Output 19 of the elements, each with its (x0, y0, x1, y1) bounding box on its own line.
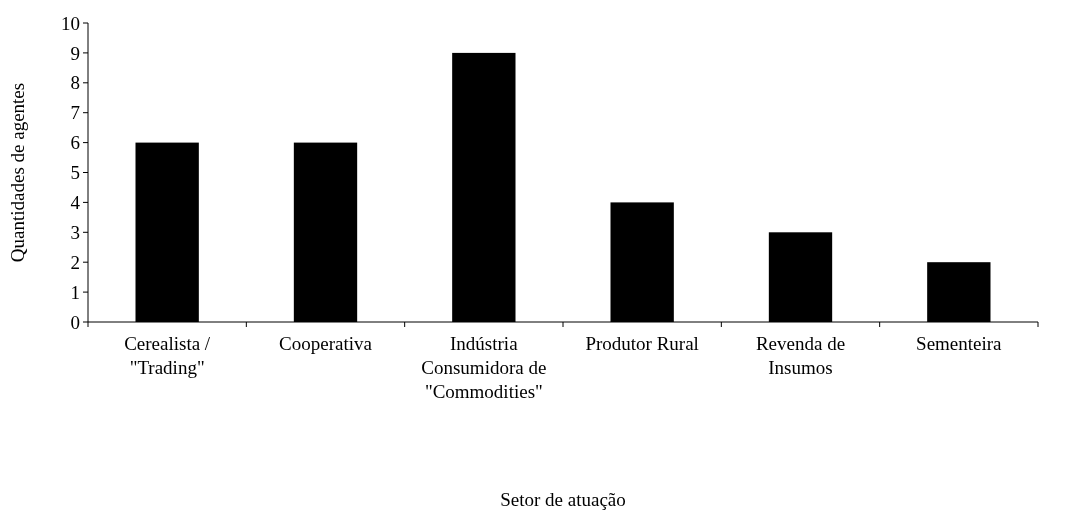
x-tick-label: Cerealista / "Trading" (124, 333, 211, 378)
x-tick-label: Indústria Consumidora de "Commodities" (421, 333, 547, 402)
x-tick-label: Sementeira (916, 333, 1003, 354)
y-tick-label: 2 (70, 251, 80, 273)
y-tick-label: 1 (70, 281, 80, 303)
y-tick-label: 0 (70, 311, 80, 333)
y-tick-label: 9 (70, 42, 80, 64)
y-tick-label: 8 (70, 72, 80, 94)
y-tick-label: 6 (70, 132, 80, 154)
y-axis-title: Quantidades de agentes (7, 82, 28, 263)
y-tick-label: 10 (61, 12, 80, 34)
y-tick-label: 4 (70, 192, 81, 214)
y-tick-label: 5 (70, 162, 80, 184)
x-tick-label: Cooperativa (279, 333, 373, 354)
y-tick-label: 3 (70, 221, 80, 243)
y-tick-label: 7 (70, 102, 80, 124)
x-tick-label: Produtor Rural (585, 333, 699, 354)
x-axis-title: Setor de atuação (500, 489, 626, 510)
x-tick-label: Revenda de Insumos (755, 333, 846, 378)
